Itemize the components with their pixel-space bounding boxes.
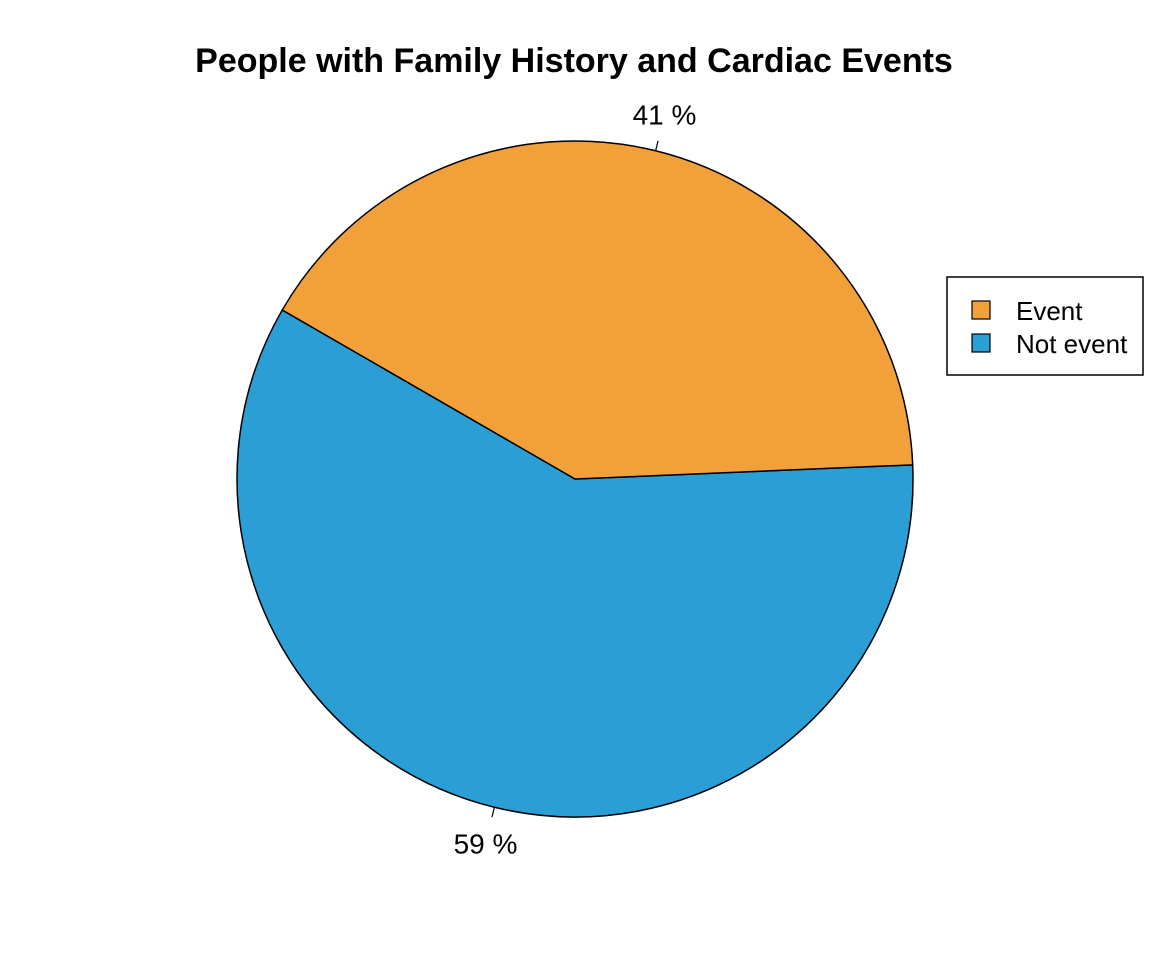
legend-label-not-event: Not event xyxy=(1016,329,1128,359)
legend-label-event: Event xyxy=(1016,296,1083,326)
slice-label-tick xyxy=(491,807,495,818)
pie xyxy=(236,140,914,818)
slice-labels: 59 % 41 % xyxy=(454,100,697,860)
slice-label-event: 41 % xyxy=(633,100,697,131)
slice-label-tick xyxy=(655,140,659,151)
pie-slice-event xyxy=(281,140,914,480)
legend-box xyxy=(946,276,1144,376)
legend-swatch-not-event xyxy=(971,333,991,353)
legend-swatch-event xyxy=(971,300,991,320)
chart-title: People with Family History and Cardiac E… xyxy=(195,42,953,80)
slice-label-not-event: 59 % xyxy=(454,828,518,859)
legend: Event Not event xyxy=(946,276,1144,376)
